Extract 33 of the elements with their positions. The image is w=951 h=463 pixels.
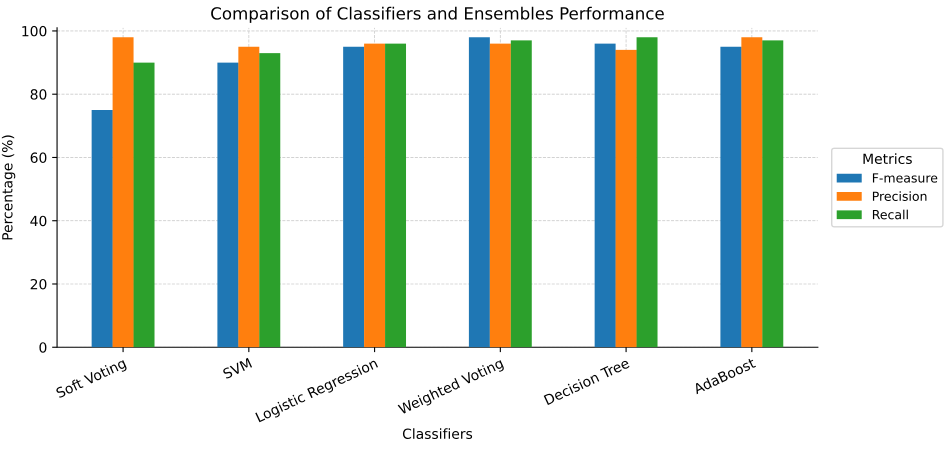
bar: [112, 37, 134, 348]
y-axis-title: Percentage (%): [2, 135, 16, 240]
legend-title: Metrics: [863, 153, 912, 164]
bar: [134, 62, 155, 348]
bar: [741, 37, 762, 348]
legend-label: Precision: [872, 191, 926, 201]
y-tick-label: 80: [30, 89, 46, 100]
x-axis-title: Classifiers: [402, 428, 472, 439]
legend-label: Recall: [872, 210, 908, 220]
bar: [238, 46, 260, 348]
x-tick-label: SVM: [222, 358, 252, 380]
bar: [510, 40, 532, 348]
y-tick-label: 0: [39, 342, 46, 353]
legend-label: F-measure: [872, 173, 938, 183]
x-tick-label: Soft Voting: [55, 358, 128, 401]
bar: [636, 37, 658, 348]
y-tick-label: 20: [30, 278, 46, 290]
chart-title: Comparison of Classifiers and Ensembles Performance: [211, 6, 664, 23]
bar: [762, 40, 784, 348]
bar: [720, 46, 742, 348]
bar: [468, 37, 490, 348]
bar: [364, 44, 386, 348]
y-tick-label: 40: [30, 216, 46, 226]
bar: [616, 50, 637, 348]
bar: [259, 53, 280, 348]
y-tick-label: 100: [22, 26, 46, 36]
bar: [385, 44, 406, 348]
bar: [594, 44, 616, 348]
bar: [217, 62, 238, 348]
y-tick-label: 60: [30, 152, 46, 163]
bar: [92, 110, 113, 348]
bar: [343, 46, 364, 348]
bar: [490, 44, 511, 348]
